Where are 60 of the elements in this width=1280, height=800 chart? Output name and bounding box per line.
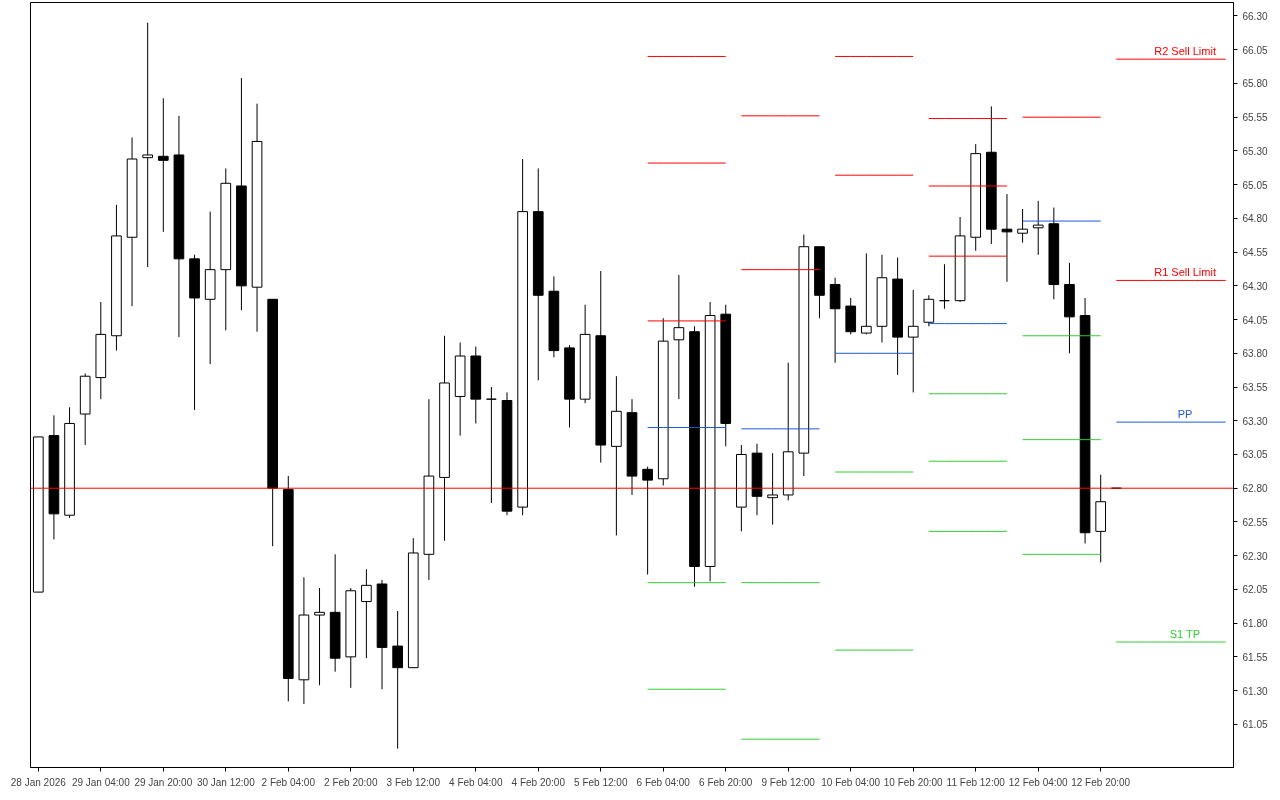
- y-tick-label: 62.30: [1242, 550, 1268, 562]
- y-tick-label: 64.55: [1242, 247, 1268, 259]
- candlestick: [314, 587, 325, 686]
- y-tick-label: 61.80: [1242, 618, 1268, 630]
- y-tick-label: 63.80: [1242, 348, 1268, 360]
- candlestick: [486, 386, 497, 504]
- y-tick-label: 61.30: [1242, 685, 1268, 697]
- candlestick: [361, 568, 372, 659]
- x-tick-label: 28 Jan 2026: [10, 776, 67, 788]
- y-tick-label: 64.05: [1242, 314, 1268, 326]
- y-tick-label: 63.55: [1242, 382, 1268, 394]
- y-tick-label: 62.55: [1242, 516, 1268, 528]
- y-tick-label: 64.30: [1242, 280, 1268, 292]
- x-tick-label: 9 Feb 12:00: [761, 776, 816, 788]
- y-tick-label: 65.55: [1242, 112, 1268, 124]
- series-label: S1 TP: [1169, 628, 1201, 641]
- x-tick-label: 3 Feb 12:00: [386, 776, 441, 788]
- x-tick-label: 30 Jan 12:00: [196, 776, 256, 788]
- candlestick: [767, 452, 778, 526]
- x-tick-label: 11 Feb 12:00: [946, 776, 1006, 788]
- series-label: R2 Sell Limit: [1154, 45, 1216, 58]
- x-tick-label: 12 Feb 04:00: [1008, 776, 1069, 788]
- x-tick-label: 12 Feb 20:00: [1071, 776, 1131, 788]
- y-tick-label: 65.05: [1242, 179, 1268, 191]
- y-tick-label: 66.05: [1242, 44, 1268, 56]
- candlestick: [1001, 193, 1013, 283]
- y-tick-label: 62.05: [1242, 584, 1268, 596]
- y-tick-label: 63.30: [1242, 415, 1268, 427]
- y-tick-label: 65.30: [1242, 145, 1268, 157]
- x-tick-label: 4 Feb 04:00: [449, 776, 503, 788]
- x-tick-label: 6 Feb 04:00: [636, 776, 691, 788]
- ref-line-label: 62.80: [1242, 483, 1268, 495]
- y-tick-label: 61.55: [1242, 651, 1268, 663]
- x-tick-label: 2 Feb 04:00: [261, 776, 316, 788]
- candlestick: [939, 263, 950, 310]
- y-tick-label: 65.80: [1242, 78, 1268, 90]
- x-tick-label: 4 Feb 20:00: [511, 776, 566, 788]
- candlestick: [1032, 200, 1044, 256]
- y-tick-label: 61.05: [1242, 719, 1268, 731]
- candlestick: [157, 97, 169, 233]
- candlestick: [923, 294, 935, 327]
- x-tick-label: 29 Jan 20:00: [134, 776, 193, 788]
- x-tick-label: 10 Feb 20:00: [883, 776, 944, 788]
- y-tick-label: 63.05: [1242, 449, 1268, 461]
- x-tick-label: 6 Feb 20:00: [699, 776, 753, 788]
- candlestick: [142, 22, 154, 268]
- x-tick-label: 10 Feb 04:00: [821, 776, 881, 788]
- candlestick: [392, 610, 403, 750]
- series-label: R1 Sell Limit: [1154, 266, 1216, 279]
- candlestick: [1017, 208, 1028, 244]
- series-label: PP: [1177, 408, 1193, 421]
- candlestick: [861, 252, 872, 335]
- y-tick-label: 64.80: [1242, 213, 1268, 225]
- candlestick: [907, 289, 919, 393]
- candlestick: [642, 466, 653, 576]
- x-tick-label: 2 Feb 20:00: [324, 776, 378, 788]
- y-tick-label: 66.30: [1242, 10, 1268, 22]
- x-tick-label: 29 Jan 04:00: [71, 776, 131, 788]
- candlestick: [673, 274, 685, 400]
- x-tick-label: 5 Feb 12:00: [574, 776, 628, 788]
